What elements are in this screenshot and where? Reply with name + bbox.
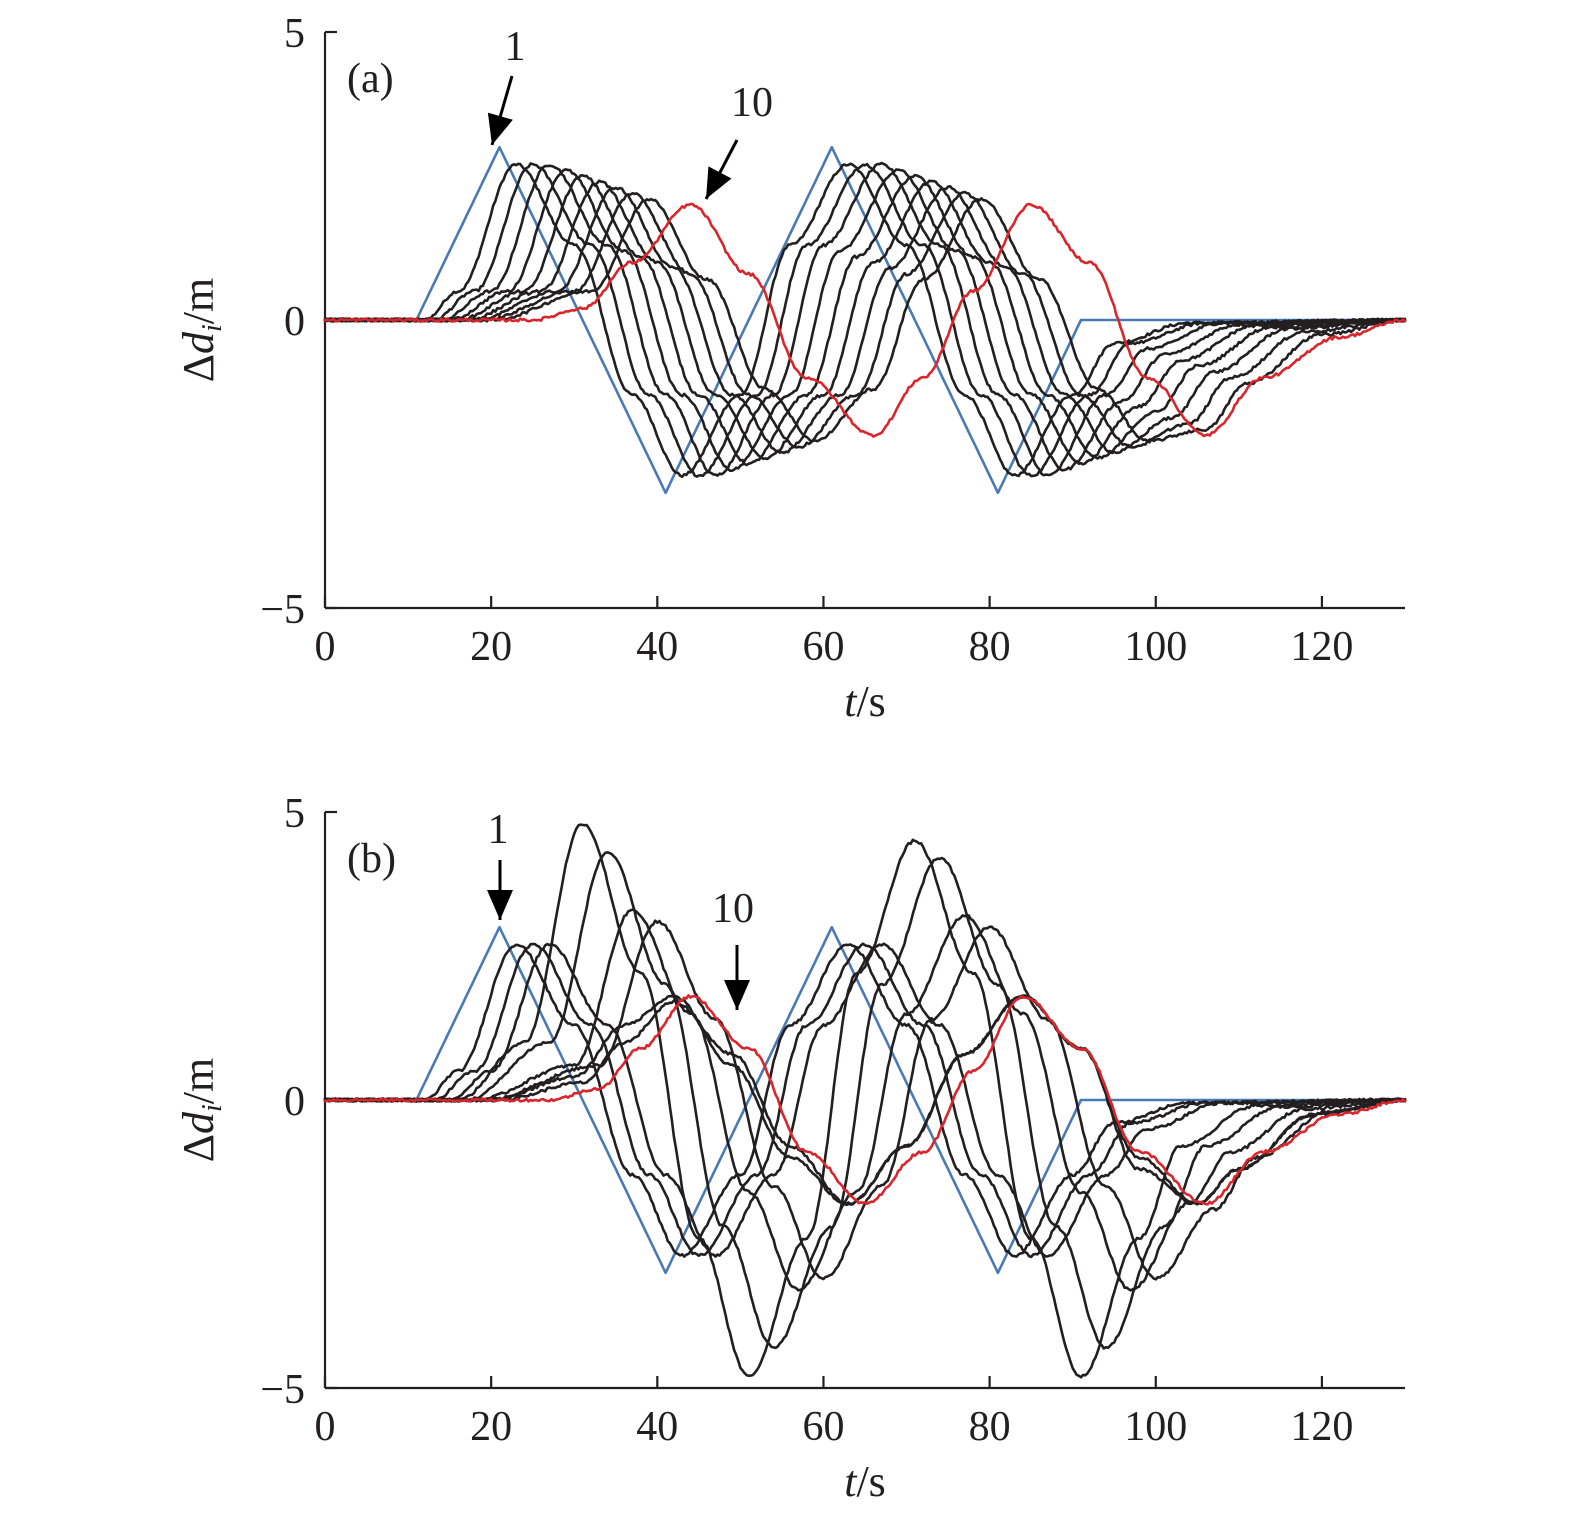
panel-label: (a) [347,56,394,102]
x-tick-label: 80 [969,1404,1011,1450]
series-line-6 [323,173,1407,467]
series-line-4 [323,161,1407,477]
series-line-5 [323,168,1407,473]
callout-arrow-head [706,166,732,199]
x-tick-label: 40 [636,624,678,670]
x-tick-label: 0 [315,1404,336,1450]
series-line-9 [323,190,1407,449]
callout-arrow-head [487,890,513,920]
series-line-6 [323,851,1407,1350]
x-tick-label: 80 [969,624,1011,670]
x-tick-label: 0 [315,624,336,670]
callout-arrow-head [724,980,750,1010]
y-tick-label: 0 [284,1079,305,1125]
y-axis-title: Δdi/m [174,278,228,383]
y-tick-label: 0 [284,299,305,345]
series-line-8 [323,185,1407,455]
y-axis-title: Δdi/m [174,1058,228,1163]
x-axis-title: t/s [844,1457,886,1506]
series-line-1 [323,925,1407,1275]
x-tick-label: 100 [1124,624,1187,670]
y-tick-label: −5 [260,1367,305,1413]
series-line-7 [323,179,1407,461]
series-line-1 [323,145,1407,495]
x-tick-label: 20 [470,1404,512,1450]
panel-label: (b) [347,836,396,882]
y-tick-label: 5 [284,791,305,837]
series-line-11 [323,994,1407,1206]
callout-arrow-head [487,112,513,145]
callout-label: 1 [488,807,509,853]
x-tick-label: 40 [636,1404,678,1450]
callout-label: 10 [731,80,773,126]
x-tick-label: 120 [1290,1404,1353,1450]
y-tick-label: −5 [260,587,305,633]
x-tick-label: 60 [802,1404,844,1450]
series-line-7 [323,908,1407,1292]
y-tick-label: 5 [284,11,305,57]
x-tick-label: 20 [470,624,512,670]
series-line-11 [323,202,1407,438]
x-tick-label: 120 [1290,624,1353,670]
x-tick-label: 60 [802,624,844,670]
series-line-5 [323,823,1407,1379]
callout-label: 10 [712,886,754,932]
x-tick-label: 100 [1124,1404,1187,1450]
x-axis-title: t/s [844,677,886,726]
callout-label: 1 [505,24,526,70]
